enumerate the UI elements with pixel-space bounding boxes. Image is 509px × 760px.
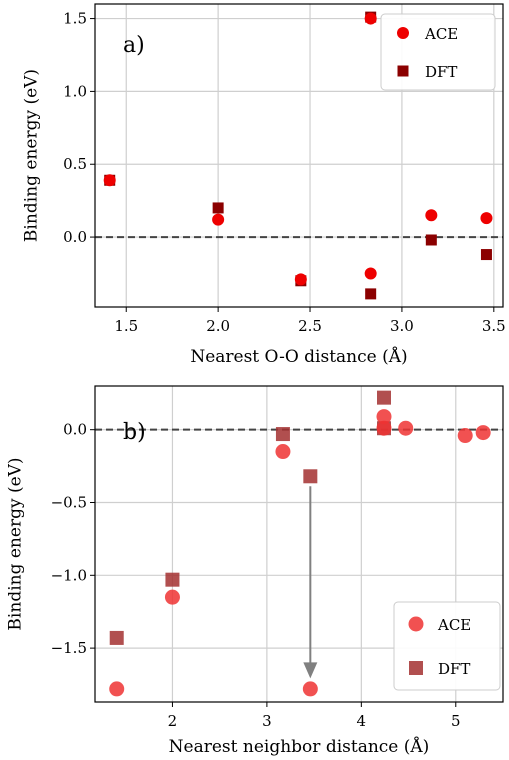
x-tick-label: 4 [357,712,367,730]
y-tick-label: 0.5 [63,155,87,173]
x-tick-label: 5 [451,712,461,730]
x-tick-label: 1.5 [114,317,138,335]
legend-marker-dft [397,65,409,77]
dft-point [165,572,180,587]
legend-label-ace: ACE [437,616,471,634]
ace-point [212,213,225,226]
x-axis-label: Nearest O-O distance (Å) [190,346,407,367]
panel-label: a) [123,33,145,58]
dft-point [377,390,391,405]
x-tick-label: 3.5 [482,317,506,335]
legend-label-ace: ACE [424,25,458,43]
x-tick-label: 2.0 [206,317,230,335]
panel-label: b) [123,420,146,445]
dft-point [212,202,224,214]
ace-point [376,409,392,425]
x-tick-label: 2 [168,712,178,730]
legend-label-dft: DFT [425,63,457,81]
ace-point [480,212,493,225]
y-tick-label: −0.5 [51,493,87,511]
legend-marker-ace [397,27,409,39]
legend-label-dft: DFT [438,660,470,678]
y-tick-label: −1.5 [51,639,87,657]
legend-box [380,13,496,91]
dft-point [275,427,290,442]
axes-frame [94,3,504,308]
ace-point [302,681,318,697]
panel-b: 2 3 4 5 −1.5 −1.0 −0.5 0.0 Nearest neighbor dist… [6,385,504,757]
panel-a: 1.5 2.0 2.5 3.0 3.5 0.0 0.5 1.0 1.5 Nearest O-O d… [22,3,506,367]
y-tick-label: −1.0 [51,566,87,584]
x-tick-label: 3.0 [390,317,414,335]
y-tick-label: 1.0 [63,82,87,100]
y-axis-label: Binding energy (eV) [6,457,26,630]
dft-point [109,630,124,645]
axes-frame [94,385,504,703]
ace-point [103,174,116,187]
ace-point [475,425,491,441]
ace-point [364,267,377,280]
ace-point [364,12,377,25]
legend-marker-ace [408,616,424,632]
ace-point [425,209,438,222]
ace-point [398,420,414,436]
y-axis-label: Binding energy (eV) [22,69,42,242]
dft-point [425,234,437,246]
ace-point [164,589,180,605]
y-tick-label: 0.0 [63,421,87,439]
y-tick-label: 0.0 [63,228,87,246]
dft-point [480,249,492,261]
ace-point [294,273,307,286]
arrow-head [303,662,318,679]
x-axis-label: Nearest neighbor distance (Å) [169,736,430,757]
x-tick-label: 3 [262,712,272,730]
ace-point [457,428,473,444]
dft-point [365,288,377,300]
legend-marker-dft [409,661,423,675]
y-tick-label: 1.5 [63,10,87,28]
dft-point [303,469,318,484]
ace-point [109,681,125,697]
ace-point [376,420,392,436]
x-tick-label: 2.5 [298,317,322,335]
ace-point [275,444,291,460]
